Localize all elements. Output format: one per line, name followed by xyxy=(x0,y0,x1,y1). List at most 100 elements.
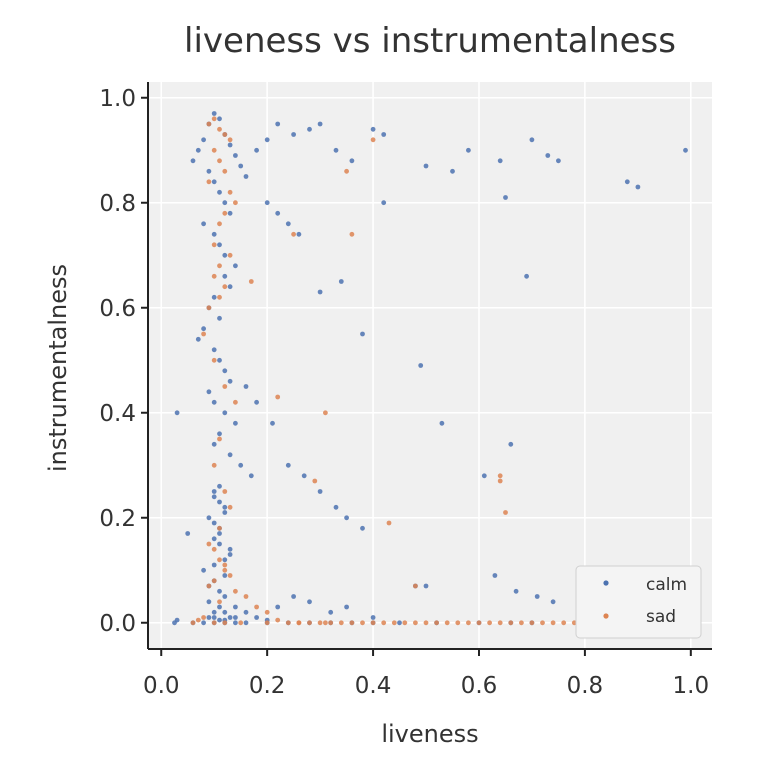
point-calm xyxy=(360,525,365,531)
point-calm xyxy=(418,363,424,368)
point-sad xyxy=(264,609,270,615)
point-sad xyxy=(571,620,577,626)
x-tick-label: 0.0 xyxy=(143,673,180,699)
point-calm xyxy=(545,153,551,158)
point-sad xyxy=(360,620,365,626)
point-calm xyxy=(217,357,222,363)
point-sad xyxy=(222,210,228,216)
point-calm xyxy=(222,368,228,374)
point-calm xyxy=(227,552,233,557)
point-calm xyxy=(248,473,254,479)
point-sad xyxy=(455,620,461,626)
point-calm xyxy=(275,604,281,610)
point-calm xyxy=(222,510,228,515)
point-sad xyxy=(217,158,222,164)
point-calm xyxy=(211,520,217,526)
point-calm xyxy=(227,142,233,148)
point-calm xyxy=(423,163,429,169)
point-sad xyxy=(190,620,196,626)
point-calm xyxy=(296,231,302,237)
point-calm xyxy=(222,557,228,563)
point-calm xyxy=(439,420,445,426)
point-calm xyxy=(222,504,228,510)
point-calm xyxy=(243,609,249,615)
x-tick-label: 1.0 xyxy=(673,673,710,699)
point-sad xyxy=(222,562,228,568)
point-sad xyxy=(206,121,212,127)
point-sad xyxy=(217,525,222,531)
point-sad xyxy=(211,462,217,468)
point-sad xyxy=(211,578,217,584)
point-calm xyxy=(174,410,180,416)
point-sad xyxy=(206,541,212,547)
point-calm xyxy=(206,515,212,521)
plot-area xyxy=(148,82,712,649)
point-calm xyxy=(233,263,238,269)
point-calm xyxy=(503,195,508,200)
point-calm xyxy=(349,158,355,164)
point-calm xyxy=(211,399,217,405)
point-calm xyxy=(243,174,249,179)
x-tick-label: 0.8 xyxy=(567,673,604,699)
legend: calm sad xyxy=(575,565,702,639)
point-sad xyxy=(312,478,318,484)
point-calm xyxy=(301,473,307,479)
point-sad xyxy=(476,620,482,626)
point-calm xyxy=(270,420,275,426)
point-sad xyxy=(503,510,508,515)
point-sad xyxy=(222,168,228,174)
point-calm xyxy=(360,331,365,337)
point-calm xyxy=(217,431,222,437)
point-sad xyxy=(211,242,217,248)
point-calm xyxy=(328,609,334,615)
point-sad xyxy=(211,357,217,363)
point-sad xyxy=(338,620,344,626)
point-calm xyxy=(513,588,519,594)
point-calm xyxy=(222,594,228,599)
point-sad xyxy=(540,620,545,626)
legend-marker-sad xyxy=(603,613,609,619)
point-calm xyxy=(211,294,217,300)
point-sad xyxy=(423,620,429,626)
point-sad xyxy=(370,620,376,626)
y-tick-label: 1.0 xyxy=(99,86,136,112)
point-calm xyxy=(317,289,323,295)
y-tick-label: 0.6 xyxy=(99,296,136,322)
point-sad xyxy=(349,620,355,626)
point-sad xyxy=(275,617,281,623)
point-calm xyxy=(211,489,217,494)
point-calm xyxy=(217,315,222,321)
y-axis-ticks: 0.0 0.2 0.4 0.6 0.8 1.0 xyxy=(99,86,148,637)
point-sad xyxy=(227,573,233,578)
point-calm xyxy=(624,179,630,185)
y-tick-label: 0.2 xyxy=(99,506,136,532)
y-tick-label: 0.4 xyxy=(99,401,136,427)
point-calm xyxy=(211,494,217,500)
point-sad xyxy=(222,284,228,290)
point-calm xyxy=(227,210,233,216)
point-sad xyxy=(195,617,201,623)
point-calm xyxy=(307,126,312,132)
point-calm xyxy=(275,210,281,216)
point-sad xyxy=(497,620,503,626)
point-calm xyxy=(243,384,249,389)
x-tick-label: 0.2 xyxy=(249,673,286,699)
x-tick-label: 0.6 xyxy=(461,673,498,699)
point-calm xyxy=(550,599,556,605)
point-calm xyxy=(466,147,471,153)
point-sad xyxy=(328,620,334,626)
point-calm xyxy=(172,620,177,626)
point-calm xyxy=(381,132,387,137)
point-sad xyxy=(307,620,312,626)
point-sad xyxy=(217,557,222,563)
y-tick-label: 0.8 xyxy=(99,191,136,217)
point-calm xyxy=(492,573,498,578)
point-calm xyxy=(370,126,376,132)
point-calm xyxy=(285,221,291,227)
point-sad xyxy=(264,620,270,626)
point-calm xyxy=(222,252,228,258)
point-sad xyxy=(233,200,238,206)
point-sad xyxy=(444,620,450,626)
point-calm xyxy=(217,483,222,489)
point-calm xyxy=(217,541,222,547)
